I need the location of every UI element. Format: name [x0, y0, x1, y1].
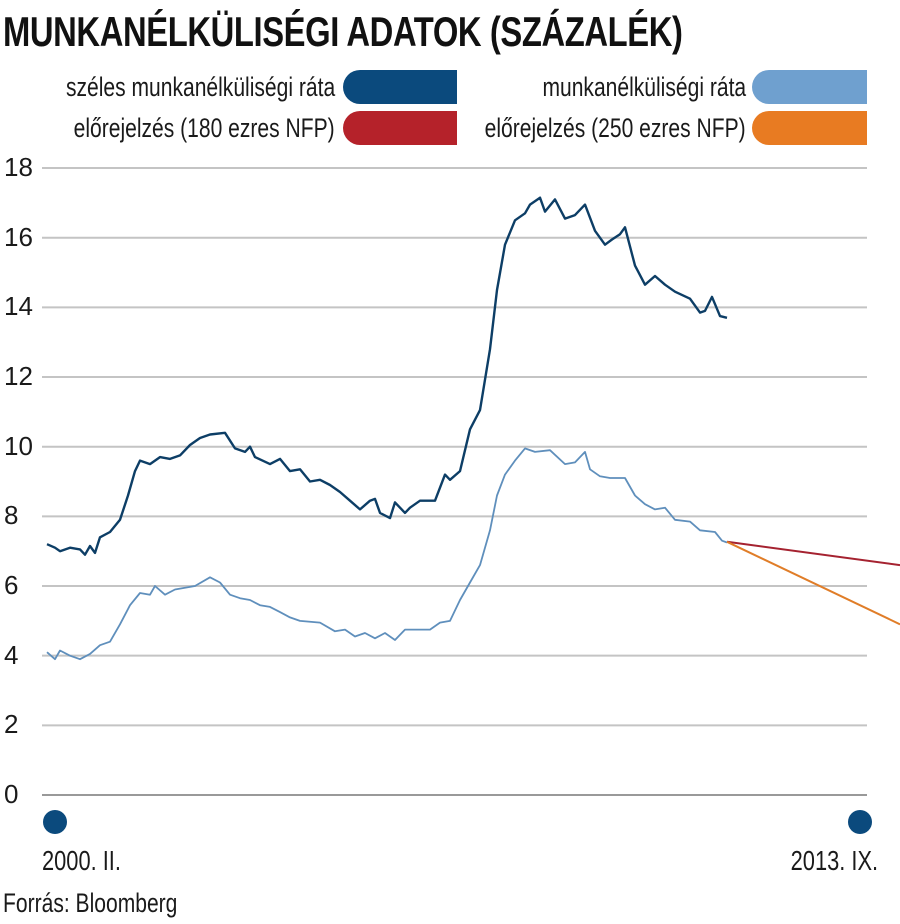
chart-title: MUNKANÉLKÜLISÉGI ADATOK (SZÁZALÉK) — [3, 8, 683, 55]
series-forecast-180-line — [726, 540, 900, 567]
legend-swatch-forecast-180 — [343, 111, 457, 145]
y-tick-label: 2 — [4, 709, 19, 740]
y-tick-label: 0 — [4, 779, 19, 809]
y-tick-label: 16 — [4, 221, 33, 252]
y-tick-label: 6 — [4, 570, 19, 601]
x-end-label: 2013. IX. — [790, 845, 878, 876]
x-start-label: 2000. II. — [42, 845, 121, 876]
legend-swatch-rate — [752, 70, 867, 104]
series-forecast-250-line — [726, 540, 900, 626]
series-rate-line — [46, 447, 728, 661]
x-axis-start-dot — [43, 810, 67, 834]
legend-item-broad-rate: széles munkanélküliségi ráta — [0, 70, 335, 104]
series-broad-rate-line — [46, 196, 728, 556]
legend-item-forecast-250: előrejelzés (250 ezres NFP) — [411, 111, 746, 145]
legend-label: előrejelzés (250 ezres NFP) — [484, 112, 746, 143]
legend-item-rate: munkanélküliségi ráta — [485, 70, 746, 104]
y-tick-label: 12 — [4, 361, 33, 392]
y-tick-label: 4 — [4, 639, 19, 670]
legend-swatch-broad-rate — [343, 70, 457, 104]
legend-label: előrejelzés (180 ezres NFP) — [73, 112, 335, 143]
legend-item-forecast-180: előrejelzés (180 ezres NFP) — [0, 111, 335, 145]
legend-swatch-forecast-250 — [752, 111, 867, 145]
y-tick-label: 18 — [4, 152, 33, 183]
legend-label: munkanélküliségi ráta — [542, 71, 746, 102]
y-tick-label: 14 — [4, 291, 33, 322]
y-tick-label: 8 — [4, 500, 19, 531]
x-axis-end-dot — [848, 810, 872, 834]
legend-label: széles munkanélküliségi ráta — [65, 71, 335, 102]
y-tick-label: 10 — [4, 430, 33, 461]
source-note: Forrás: Bloomberg — [3, 888, 178, 918]
